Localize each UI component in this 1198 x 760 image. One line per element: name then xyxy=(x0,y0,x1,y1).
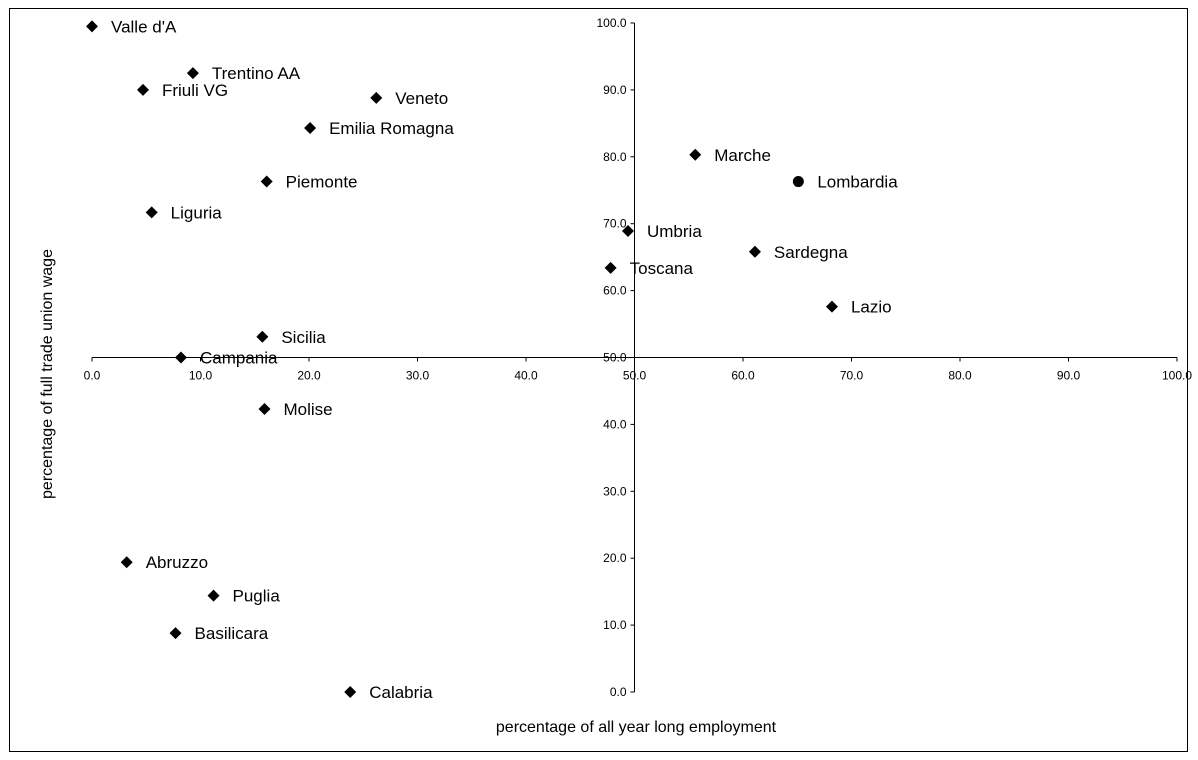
data-point: Piemonte xyxy=(260,173,358,192)
x-tick-label: 90.0 xyxy=(1057,369,1081,383)
circle-marker xyxy=(792,176,804,188)
y-tick-label: 90.0 xyxy=(603,83,627,97)
point-label: Campania xyxy=(200,349,278,368)
point-label: Veneto xyxy=(395,89,448,108)
point-label: Calabria xyxy=(369,683,433,702)
diamond-marker xyxy=(174,351,187,364)
y-tick-label: 20.0 xyxy=(603,551,627,565)
point-label: Liguria xyxy=(171,203,223,222)
x-tick-label: 40.0 xyxy=(514,369,538,383)
data-point: Valle d'A xyxy=(86,17,177,36)
point-label: Lazio xyxy=(851,298,892,317)
point-label: Sardegna xyxy=(774,243,848,262)
data-point: Umbria xyxy=(621,222,702,241)
diamond-marker xyxy=(145,206,158,219)
axes xyxy=(91,22,1178,693)
diamond-marker xyxy=(136,83,149,96)
data-point: Puglia xyxy=(207,587,281,606)
data-point: Sardegna xyxy=(748,243,848,262)
y-tick-label: 70.0 xyxy=(603,217,627,231)
x-tick-label: 100.0 xyxy=(1162,369,1192,383)
x-tick-label: 20.0 xyxy=(297,369,321,383)
point-label: Friuli VG xyxy=(162,81,228,100)
data-point: Basilicara xyxy=(169,624,269,643)
y-tick-label: 80.0 xyxy=(603,150,627,164)
diamond-marker xyxy=(825,300,838,313)
data-point: Emilia Romagna xyxy=(304,119,454,138)
y-tick-label: 60.0 xyxy=(603,284,627,298)
data-point: Lombardia xyxy=(792,173,898,192)
x-tick-label: 0.0 xyxy=(84,369,101,383)
point-label: Lombardia xyxy=(817,173,898,192)
point-label: Basilicara xyxy=(195,624,269,643)
y-tick-label: 0.0 xyxy=(610,685,627,699)
point-label: Toscana xyxy=(630,259,694,278)
data-point: Abruzzo xyxy=(120,553,208,572)
data-point: Molise xyxy=(258,400,333,419)
diamond-marker xyxy=(344,686,357,698)
diamond-marker xyxy=(258,403,271,416)
diamond-marker xyxy=(748,245,761,258)
diamond-marker xyxy=(207,589,220,602)
data-point: Lazio xyxy=(825,298,892,317)
diamond-marker xyxy=(260,175,273,188)
x-tick-label: 80.0 xyxy=(948,369,972,383)
point-label: Piemonte xyxy=(286,173,358,192)
y-tick-label: 30.0 xyxy=(603,484,627,498)
x-tick-label: 70.0 xyxy=(840,369,864,383)
x-tick-label: 10.0 xyxy=(189,369,213,383)
x-tick-label: 60.0 xyxy=(731,369,755,383)
data-point: Sicilia xyxy=(256,328,326,347)
diamond-marker xyxy=(169,627,182,640)
point-label: Sicilia xyxy=(281,328,326,347)
y-tick-label: 100.0 xyxy=(596,16,626,30)
x-tick-label: 30.0 xyxy=(406,369,430,383)
data-point: Veneto xyxy=(370,89,448,108)
diamond-marker xyxy=(689,148,702,161)
data-point: Campania xyxy=(174,349,278,368)
point-label: Trentino AA xyxy=(212,64,301,83)
data-point: Calabria xyxy=(344,683,433,702)
diamond-marker xyxy=(186,67,199,80)
diamond-marker xyxy=(621,225,634,238)
diamond-marker xyxy=(86,20,98,33)
tick-labels: 0.0 10.0 20.0 30.0 40.0 50.0 60.0 70.0 80.0 90.0 1… xyxy=(84,16,1193,699)
y-tick-label: 50.0 xyxy=(603,351,627,365)
point-label: Umbria xyxy=(647,222,702,241)
point-label: Valle d'A xyxy=(111,17,177,36)
data-point: Friuli VG xyxy=(136,81,228,100)
point-label: Molise xyxy=(284,400,333,419)
diamond-marker xyxy=(256,330,269,343)
y-tick-label: 10.0 xyxy=(603,618,627,632)
x-axis-title: percentage of all year long employment xyxy=(496,719,777,736)
data-point: Liguria xyxy=(145,203,223,222)
point-label: Puglia xyxy=(233,587,281,606)
diamond-marker xyxy=(604,261,617,274)
point-label: Marche xyxy=(714,146,771,165)
diamond-marker xyxy=(370,91,383,104)
data-point: Trentino AA xyxy=(186,64,301,83)
data-point: Toscana xyxy=(604,259,694,278)
point-label: Emilia Romagna xyxy=(329,119,454,138)
x-tick-label: 50.0 xyxy=(623,369,647,383)
y-axis-title: percentage of full trade union wage xyxy=(39,249,56,499)
diamond-marker xyxy=(304,122,317,135)
data-point: Marche xyxy=(689,146,771,165)
diamond-marker xyxy=(120,556,133,569)
point-label: Abruzzo xyxy=(146,553,208,572)
y-tick-label: 40.0 xyxy=(603,417,627,431)
chart-frame xyxy=(9,8,1188,752)
